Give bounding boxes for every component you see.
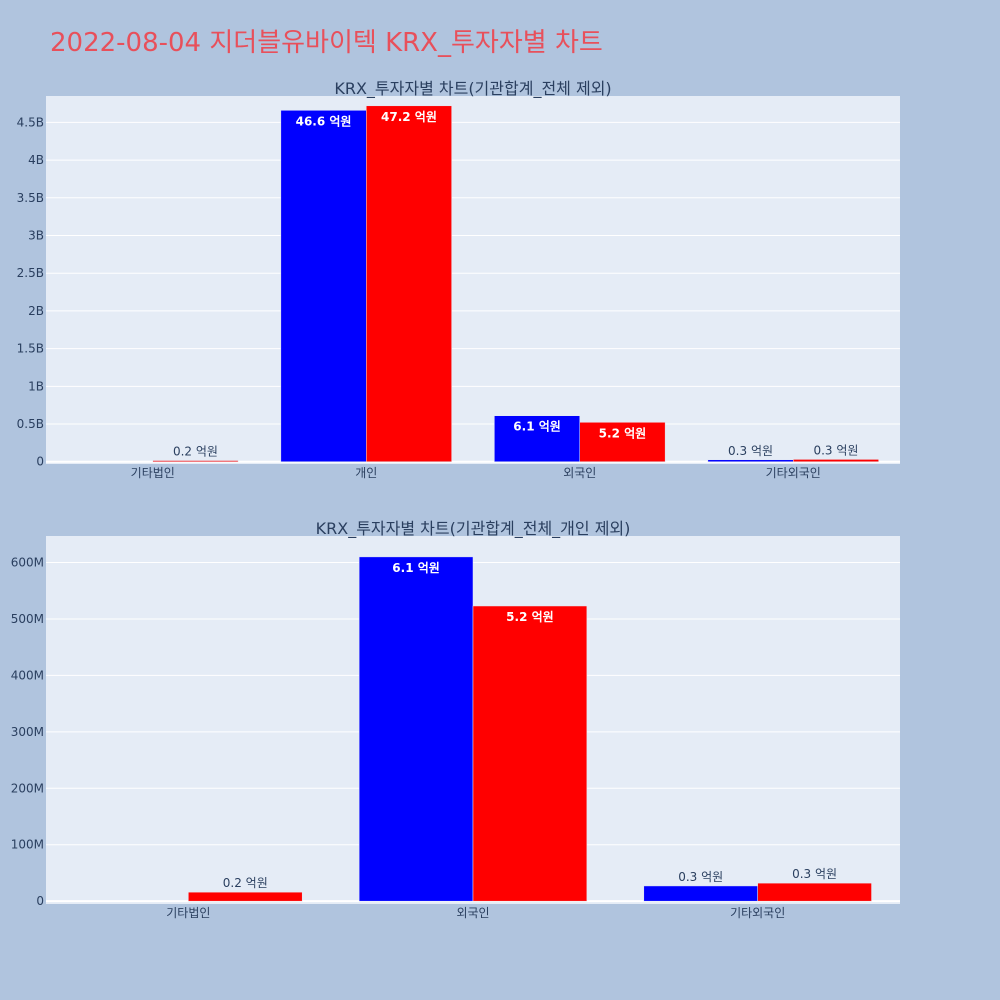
bar-value-label: 46.6 억원	[296, 114, 352, 128]
x-tick-label: 외국인	[563, 466, 596, 480]
chart-title: KRX_투자자별 차트(기관합계_전체 제외)	[334, 79, 611, 99]
bar	[579, 422, 666, 462]
bar	[366, 105, 452, 462]
x-tick-label: 외국인	[456, 906, 489, 920]
bar	[494, 415, 581, 462]
y-tick-label: 0	[36, 455, 44, 469]
y-tick-label: 500M	[11, 612, 44, 626]
x-tick-label: 개인	[355, 466, 377, 480]
bar-value-label: 6.1 억원	[392, 561, 440, 575]
bar	[793, 459, 879, 462]
chart-top: KRX_투자자별 차트(기관합계_전체 제외) 0 0.5B 1B 1.5B 2B 2.5B…	[17, 79, 900, 480]
y-tick-label: 4B	[28, 153, 44, 167]
bar	[472, 605, 588, 902]
y-tick-label: 1.5B	[17, 342, 44, 356]
chart-title: KRX_투자자별 차트(기관합계_전체_개인 제외)	[316, 519, 631, 539]
y-tick-label: 100M	[11, 838, 44, 852]
bar-value-label: 47.2 억원	[381, 110, 437, 124]
bar-value-label: 6.1 억원	[513, 420, 561, 434]
bar-value-label: 0.3 억원	[813, 443, 858, 457]
bar	[643, 885, 758, 902]
x-tick-label: 기타외국인	[730, 906, 785, 920]
chart-bottom: KRX_투자자별 차트(기관합계_전체_개인 제외) 0 100M 200M 300M 4…	[11, 519, 900, 920]
y-tick-label: 400M	[11, 668, 44, 682]
y-tick-label: 200M	[11, 781, 44, 795]
bar-value-label: 5.2 억원	[599, 426, 647, 440]
bar	[152, 460, 239, 462]
y-tick-label: 0	[36, 894, 44, 908]
y-tick-label: 4.5B	[17, 115, 44, 129]
x-tick-label: 기타법인	[131, 466, 175, 480]
page-title: 2022-08-04 지더블유바이텍 KRX_투자자별 차트	[50, 28, 603, 58]
y-tick-label: 2.5B	[17, 266, 44, 280]
y-tick-label: 0.5B	[17, 417, 44, 431]
y-tick-label: 600M	[11, 556, 44, 570]
y-tick-label: 3.5B	[17, 191, 44, 205]
y-tick-label: 300M	[11, 725, 44, 739]
x-tick-label: 기타외국인	[766, 466, 821, 480]
bar-value-label: 0.3 억원	[678, 870, 723, 884]
bar	[707, 459, 794, 462]
bar	[757, 882, 872, 902]
bar	[358, 556, 474, 902]
bar-value-label: 0.2 억원	[223, 876, 268, 890]
plot-area	[46, 96, 900, 464]
y-tick-label: 1B	[28, 379, 44, 393]
x-tick-label: 기타법인	[166, 906, 210, 920]
bar-value-label: 0.2 억원	[173, 445, 218, 459]
y-tick-label: 2B	[28, 304, 44, 318]
bar-value-label: 0.3 억원	[792, 867, 837, 881]
bar	[188, 891, 303, 902]
bar-value-label: 0.3 억원	[728, 444, 773, 458]
bar	[280, 110, 367, 462]
y-tick-label: 3B	[28, 229, 44, 243]
bar-value-label: 5.2 억원	[506, 610, 554, 624]
